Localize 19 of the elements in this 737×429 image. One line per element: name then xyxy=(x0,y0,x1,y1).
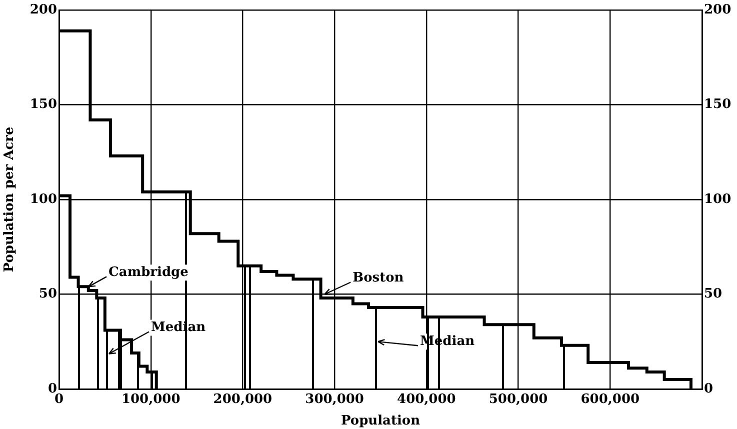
x-tick-label: 500,000 xyxy=(488,392,548,408)
x-tick-label: 400,000 xyxy=(397,392,456,408)
x-axis-title: Population xyxy=(340,414,421,429)
x-tick-label: 200,000 xyxy=(213,392,272,408)
x-tick-label: 300,000 xyxy=(305,392,364,408)
y2-tick-label: 0 xyxy=(704,381,714,396)
annotation: Boston xyxy=(352,270,404,286)
x-tick-label: 600,000 xyxy=(580,392,640,408)
x-tick-label: 100,000 xyxy=(121,392,180,408)
y2-tick-label: 200 xyxy=(704,2,732,18)
annotation: Cambridge xyxy=(108,265,188,280)
y2-tick-label: 100 xyxy=(704,192,732,207)
y-tick-label: 200 xyxy=(30,2,57,18)
y-tick-label: 150 xyxy=(30,97,57,112)
y-tick-label: 50 xyxy=(38,286,57,302)
y-axis-title: Population per Acre xyxy=(2,126,18,272)
y2-tick-label: 50 xyxy=(704,286,722,302)
y-tick-label: 100 xyxy=(30,192,57,207)
y2-tick-label: 150 xyxy=(704,97,732,112)
